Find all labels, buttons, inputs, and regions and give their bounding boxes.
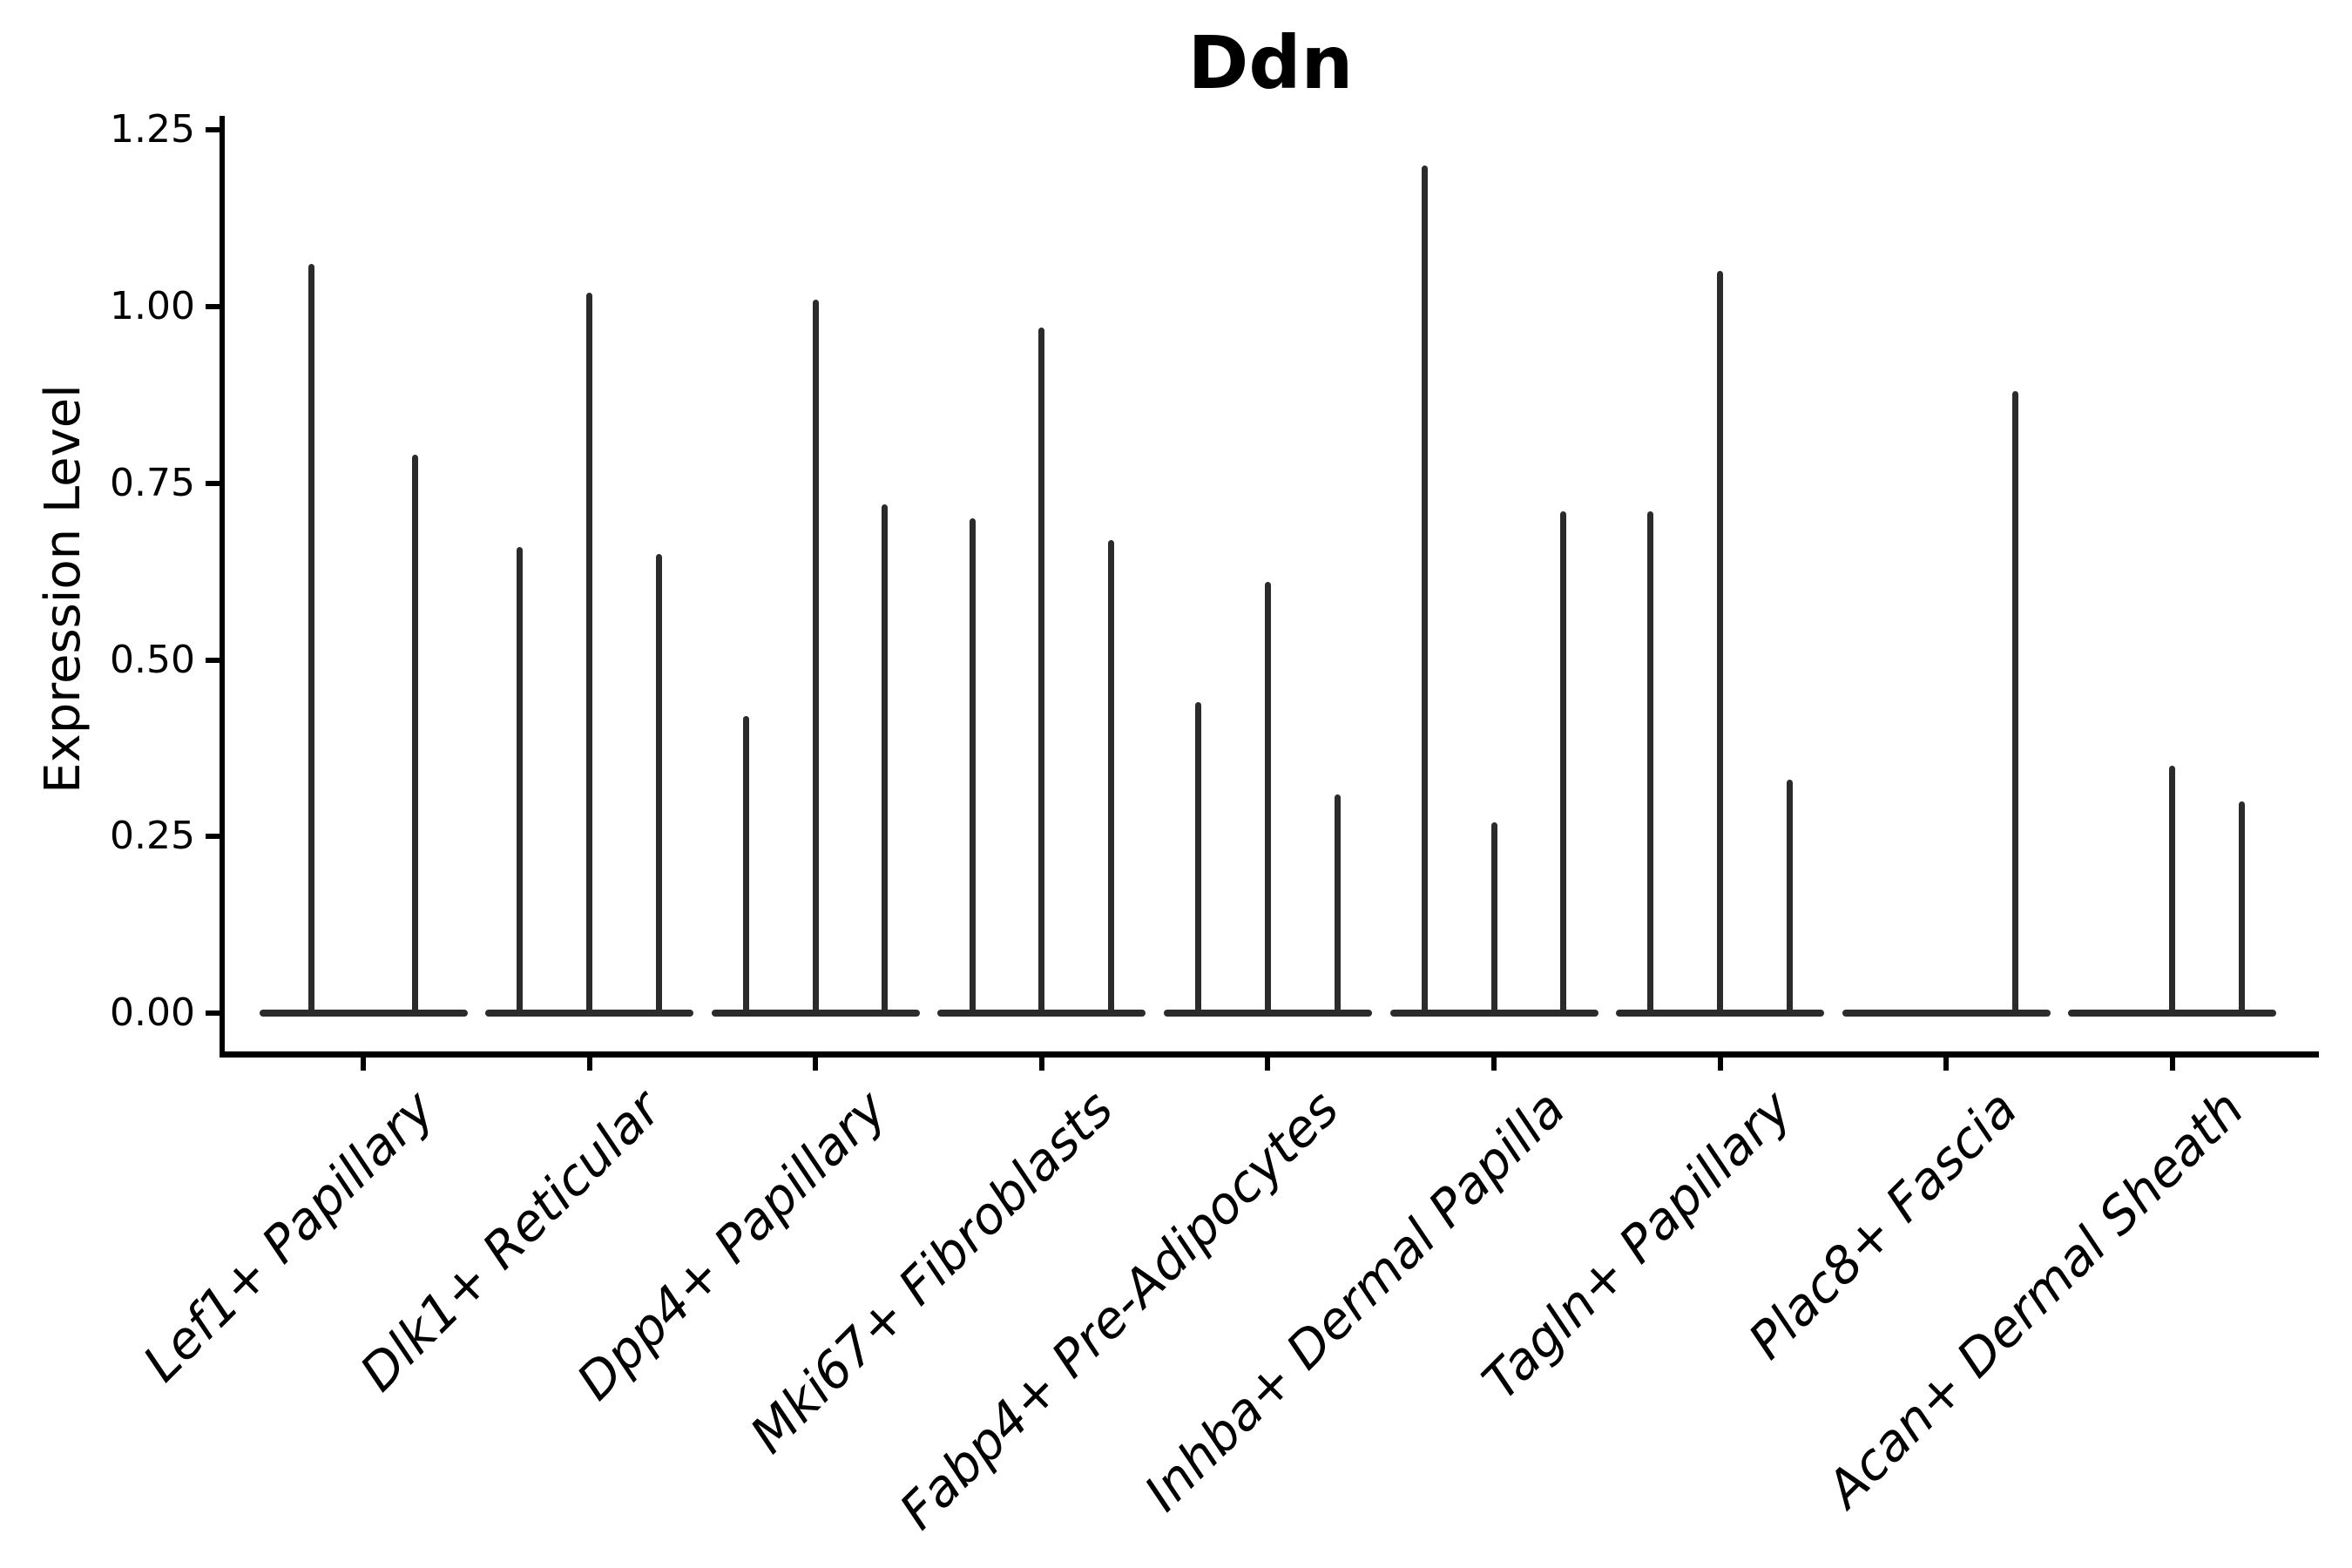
- violin-spike: [655, 553, 662, 1013]
- y-axis-title: Expression Level: [35, 384, 91, 794]
- violin-spike: [1786, 780, 1793, 1013]
- y-tick-label: 1.00: [110, 284, 195, 328]
- violin-baseline: [1163, 1010, 1372, 1017]
- violin-baseline: [1616, 1010, 1825, 1017]
- violin-baseline: [937, 1010, 1146, 1017]
- violin-spike: [2012, 391, 2019, 1013]
- y-tick-mark: [206, 1010, 220, 1016]
- violin-baseline: [711, 1010, 920, 1017]
- x-tick-mark: [361, 1058, 366, 1071]
- violin-spike: [2238, 801, 2245, 1013]
- violin-spike: [1490, 822, 1497, 1013]
- y-tick-mark: [206, 657, 220, 663]
- violin-baseline: [1389, 1010, 1598, 1017]
- y-tick-mark: [206, 127, 220, 133]
- x-tick-mark: [813, 1058, 819, 1071]
- violin-spike: [2169, 766, 2176, 1013]
- violin-spike: [969, 518, 976, 1013]
- violin-spike: [1560, 511, 1567, 1013]
- violin-spike: [517, 546, 524, 1013]
- violin-spike: [1264, 582, 1271, 1013]
- y-tick-mark: [206, 304, 220, 309]
- violin-spike: [1647, 511, 1654, 1013]
- x-tick-mark: [586, 1058, 592, 1071]
- violin-spike: [1195, 702, 1202, 1013]
- violin-spike: [882, 504, 889, 1013]
- violin-baseline: [2068, 1010, 2277, 1017]
- y-tick-mark: [206, 480, 220, 486]
- violin-spike: [1717, 271, 1724, 1013]
- y-tick-mark: [206, 834, 220, 840]
- x-tick-mark: [2169, 1058, 2175, 1071]
- x-tick-mark: [1943, 1058, 1950, 1071]
- y-tick-label: 1.25: [110, 107, 195, 152]
- x-tick-mark: [1038, 1058, 1044, 1071]
- y-axis-spine: [220, 116, 225, 1058]
- y-tick-label: 0.25: [110, 814, 195, 859]
- y-tick-label: 0.50: [110, 637, 195, 682]
- violin-baseline: [485, 1010, 694, 1017]
- violin-spike: [743, 716, 750, 1013]
- violin-spike: [1334, 794, 1341, 1013]
- x-tick-mark: [1491, 1058, 1497, 1071]
- violin-spike: [812, 299, 819, 1013]
- violin-spike: [1107, 539, 1114, 1013]
- chart-title: Ddn: [1187, 20, 1354, 105]
- x-tick-mark: [1265, 1058, 1271, 1071]
- y-tick-label: 0.75: [110, 460, 195, 505]
- violin-spike: [412, 455, 419, 1013]
- y-tick-label: 0.00: [110, 990, 195, 1035]
- violin-spike: [1421, 165, 1428, 1013]
- violin-baseline: [1842, 1010, 2051, 1017]
- x-tick-mark: [1717, 1058, 1723, 1071]
- violin-spike: [308, 264, 314, 1013]
- x-axis-spine: [220, 1051, 2319, 1058]
- violin-spike: [586, 292, 593, 1013]
- violin-baseline: [259, 1010, 468, 1017]
- violin-spike: [1038, 328, 1045, 1013]
